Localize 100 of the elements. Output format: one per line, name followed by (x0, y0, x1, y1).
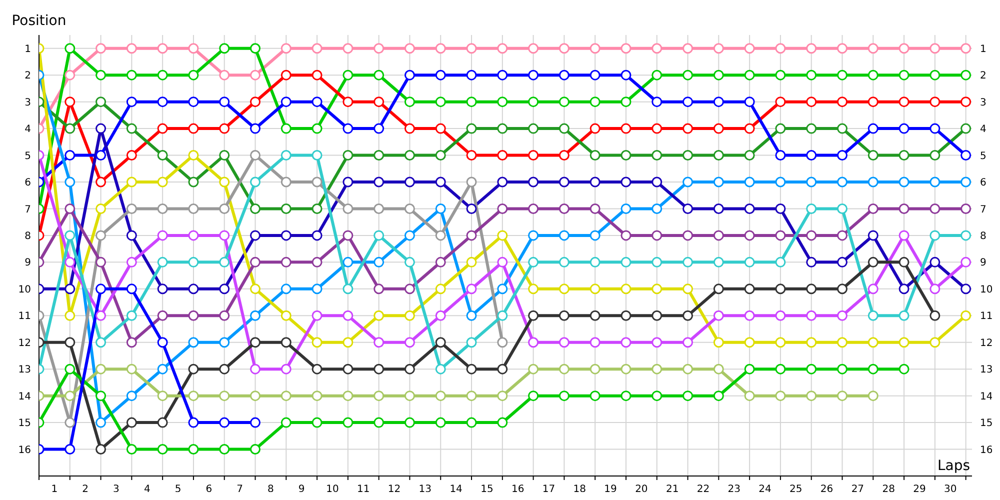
point (713, 256, 724, 268)
point (188, 230, 199, 241)
point (868, 364, 878, 374)
point (590, 96, 600, 108)
point (590, 70, 600, 80)
point (713, 96, 724, 108)
point (374, 123, 384, 134)
point (528, 256, 539, 268)
point (64, 96, 76, 108)
point (188, 70, 199, 80)
x-tick-label: 2 (82, 484, 89, 495)
point (836, 176, 848, 188)
point (157, 123, 168, 134)
point (404, 150, 415, 161)
point (836, 256, 848, 268)
point (250, 444, 261, 455)
point (898, 43, 910, 54)
point (96, 150, 106, 161)
point (713, 123, 724, 134)
point (682, 390, 694, 402)
point (404, 96, 415, 108)
point (250, 150, 261, 161)
point (280, 390, 292, 402)
point (250, 337, 261, 348)
point (652, 123, 662, 134)
point (528, 284, 539, 294)
point (250, 310, 261, 321)
point (528, 123, 539, 134)
point (930, 230, 940, 241)
point (682, 364, 694, 374)
point (342, 337, 354, 348)
point (868, 123, 878, 134)
point (312, 203, 322, 214)
point (219, 337, 230, 348)
x-tick-label: 8 (268, 484, 274, 495)
point (157, 203, 168, 214)
point (713, 364, 724, 374)
point (466, 43, 477, 54)
x-tick-label: 15 (480, 484, 494, 495)
x-tick-label: 18 (573, 484, 586, 495)
point (868, 310, 878, 321)
point (713, 390, 724, 402)
point (960, 256, 972, 268)
point (590, 364, 600, 374)
x-tick-label: 10 (326, 484, 339, 495)
point (466, 390, 477, 402)
point (960, 284, 972, 294)
point (898, 230, 910, 241)
y-tick-label: 9 (24, 258, 31, 269)
point (219, 310, 230, 321)
point (342, 176, 354, 188)
point (404, 417, 415, 428)
point (466, 203, 477, 214)
point (652, 337, 662, 348)
point (466, 417, 477, 428)
point (775, 96, 786, 108)
point (652, 230, 662, 241)
point (775, 150, 786, 161)
point (219, 256, 230, 268)
point (806, 256, 817, 268)
point (466, 256, 477, 268)
point (806, 150, 817, 161)
point (682, 176, 694, 188)
point (250, 364, 261, 374)
point (250, 123, 261, 134)
point (960, 123, 972, 134)
point (590, 230, 600, 241)
point (744, 176, 755, 188)
point (744, 256, 755, 268)
y-tick-label: 16 (18, 444, 31, 456)
point (960, 150, 972, 161)
point (497, 203, 508, 214)
point (280, 150, 292, 161)
point (404, 256, 415, 268)
x-tick-label: 14 (450, 484, 462, 495)
point (342, 43, 354, 54)
x-tick-label: 30 (944, 484, 957, 495)
point (713, 230, 724, 241)
point (836, 390, 848, 402)
x-tick-label: 20 (635, 484, 648, 495)
x-tick-label: 28 (882, 484, 895, 495)
point (497, 176, 508, 188)
point (497, 337, 508, 348)
y-tick-label: 5 (24, 150, 31, 162)
point (219, 364, 230, 374)
y-tick-label: 1 (24, 44, 31, 55)
point (497, 123, 508, 134)
point (188, 390, 199, 402)
point (930, 70, 940, 80)
point (219, 230, 230, 241)
point (342, 150, 354, 161)
point (775, 337, 786, 348)
point (652, 364, 662, 374)
point (250, 176, 261, 188)
point (528, 96, 539, 108)
point (64, 284, 76, 294)
point (960, 43, 972, 54)
point (219, 444, 230, 455)
point (126, 390, 137, 402)
point (898, 364, 910, 374)
